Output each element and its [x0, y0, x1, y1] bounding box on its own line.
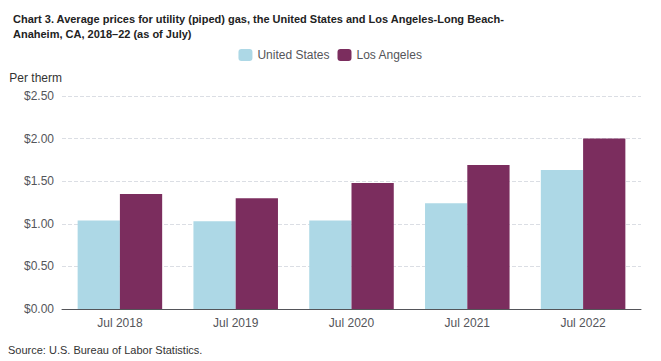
svg-text:$1.50: $1.50	[24, 174, 54, 188]
svg-text:United States: United States	[257, 48, 329, 62]
svg-text:Jul 2020: Jul 2020	[329, 316, 375, 330]
svg-text:Jul 2022: Jul 2022	[560, 316, 606, 330]
svg-text:Jul 2018: Jul 2018	[97, 316, 143, 330]
svg-text:Los Angeles: Los Angeles	[356, 48, 421, 62]
svg-text:Per therm: Per therm	[9, 71, 62, 85]
svg-text:Anaheim, CA, 2018–22 (as of Ju: Anaheim, CA, 2018–22 (as of July)	[13, 28, 192, 40]
svg-text:Chart 3. Average prices for ut: Chart 3. Average prices for utility (pip…	[13, 13, 504, 25]
svg-text:Source: U.S. Bureau of Labor S: Source: U.S. Bureau of Labor Statistics.	[8, 344, 202, 356]
svg-text:$0.50: $0.50	[24, 259, 54, 273]
svg-text:$0.00: $0.00	[24, 302, 54, 316]
svg-text:$1.00: $1.00	[24, 217, 54, 231]
svg-text:Jul 2021: Jul 2021	[445, 316, 491, 330]
svg-text:$2.50: $2.50	[24, 89, 54, 103]
svg-text:$2.00: $2.00	[24, 132, 54, 146]
svg-text:Jul 2019: Jul 2019	[213, 316, 259, 330]
